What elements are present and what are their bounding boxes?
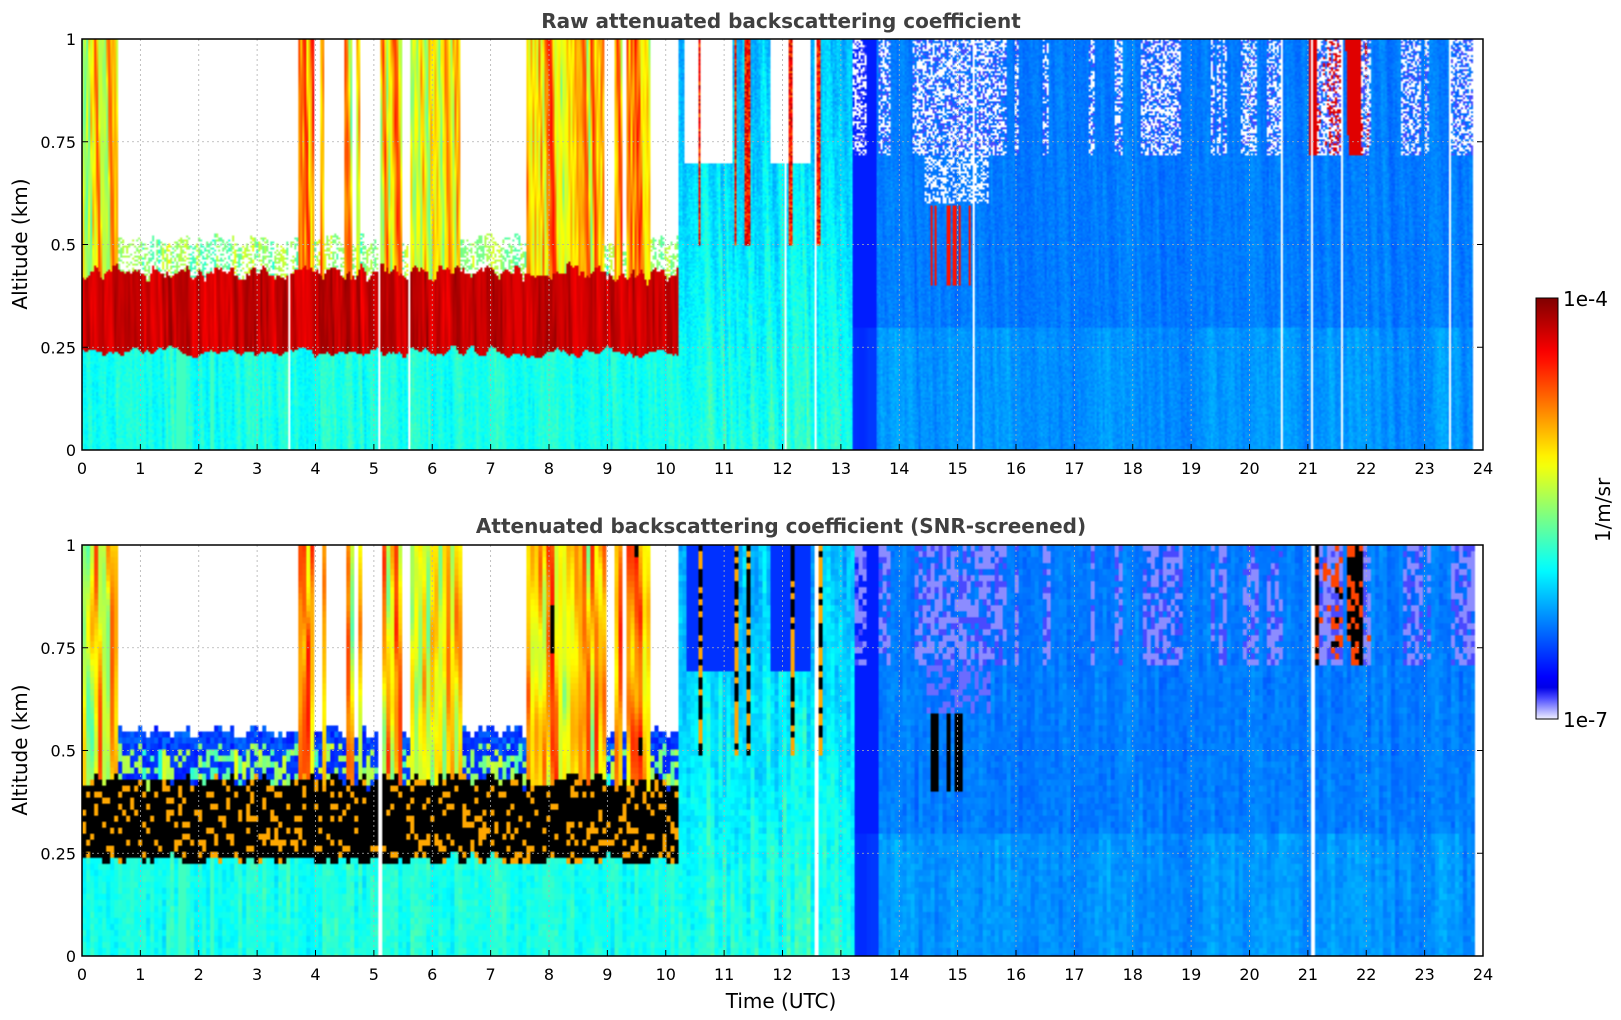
bottom-y-ticks: 0 0.25 0.5 0.75 1 xyxy=(40,536,1483,966)
bottom-x-tick-label: 20 xyxy=(1239,965,1259,984)
top-x-tick-label: 24 xyxy=(1473,459,1493,478)
bottom-x-tick-label: 5 xyxy=(369,965,379,984)
bottom-x-tick-label: 22 xyxy=(1356,965,1376,984)
bottom-x-tick-label: 12 xyxy=(772,965,792,984)
bottom-y-tick-label: 0.25 xyxy=(40,844,76,863)
top-x-tick-label: 1 xyxy=(135,459,145,478)
bottom-x-tick-label: 21 xyxy=(1298,965,1318,984)
bottom-x-tick-label: 10 xyxy=(656,965,676,984)
bottom-x-tick-label: 3 xyxy=(252,965,262,984)
top-x-ticks: 0 1 2 3 4 5 6 7 8 9 10 11 12 13 14 15 16 17 18 19 20 21 22 23 24 xyxy=(77,444,1493,478)
top-x-tick-label: 10 xyxy=(656,459,676,478)
bottom-x-tick-label: 17 xyxy=(1064,965,1084,984)
top-y-tick-label: 0.75 xyxy=(40,133,76,152)
top-x-tick-label: 3 xyxy=(252,459,262,478)
top-x-tick-label: 23 xyxy=(1414,459,1434,478)
colorbar-unit-label: 1/m/sr xyxy=(1591,477,1615,542)
bottom-y-tick-label: 0.5 xyxy=(51,742,76,761)
bottom-x-tick-label: 18 xyxy=(1123,965,1143,984)
top-chart-title: Raw attenuated backscattering coefficien… xyxy=(541,9,1021,33)
top-x-tick-label: 21 xyxy=(1298,459,1318,478)
top-y-tick-label: 0.5 xyxy=(51,236,76,255)
bottom-x-tick-label: 16 xyxy=(1006,965,1026,984)
x-axis-label: Time (UTC) xyxy=(725,989,837,1013)
bottom-x-tick-label: 0 xyxy=(77,965,87,984)
bottom-x-ticks: 0 1 2 3 4 5 6 7 8 9 10 11 12 13 14 15 16 17 18 19 20 21 22 23 24 xyxy=(77,950,1493,984)
top-x-tick-label: 15 xyxy=(947,459,967,478)
top-y-tick-label: 0.25 xyxy=(40,338,76,357)
top-x-tick-label: 22 xyxy=(1356,459,1376,478)
screened-backscatter-panel: Attenuated backscattering coefficient (S… xyxy=(8,514,1493,1013)
bottom-x-tick-label: 19 xyxy=(1181,965,1201,984)
raw-backscatter-panel: Raw attenuated backscattering coefficien… xyxy=(8,9,1493,478)
top-y-axis-label: Altitude (km) xyxy=(8,178,32,309)
bottom-chart-title: Attenuated backscattering coefficient (S… xyxy=(476,514,1086,538)
bottom-y-tick-label: 0 xyxy=(66,947,76,966)
bottom-y-tick-label: 0.75 xyxy=(40,639,76,658)
bottom-x-tick-label: 1 xyxy=(135,965,145,984)
top-x-tick-label: 7 xyxy=(486,459,496,478)
top-y-tick-label: 0 xyxy=(66,441,76,460)
top-y-ticks: 0 0.25 0.5 0.75 1 xyxy=(40,30,1483,460)
top-grid xyxy=(82,39,1483,450)
bottom-x-tick-label: 24 xyxy=(1473,965,1493,984)
bottom-grid xyxy=(82,545,1483,956)
bottom-x-tick-label: 11 xyxy=(714,965,734,984)
top-y-tick-label: 1 xyxy=(66,30,76,49)
top-x-tick-label: 11 xyxy=(714,459,734,478)
top-x-tick-label: 12 xyxy=(772,459,792,478)
bottom-y-tick-label: 1 xyxy=(66,536,76,555)
colorbar: 1e-4 1e-7 1/m/sr xyxy=(1535,287,1615,732)
bottom-x-tick-label: 6 xyxy=(427,965,437,984)
colorbar-gradient xyxy=(1535,297,1559,720)
top-x-tick-label: 0 xyxy=(77,459,87,478)
top-x-tick-label: 9 xyxy=(602,459,612,478)
bottom-x-tick-label: 9 xyxy=(602,965,612,984)
bottom-y-axis-label: Altitude (km) xyxy=(8,684,32,815)
bottom-x-tick-label: 23 xyxy=(1414,965,1434,984)
bottom-x-tick-label: 8 xyxy=(544,965,554,984)
top-x-tick-label: 8 xyxy=(544,459,554,478)
top-x-tick-label: 14 xyxy=(889,459,909,478)
top-x-tick-label: 4 xyxy=(310,459,320,478)
bottom-x-tick-label: 13 xyxy=(831,965,851,984)
bottom-x-tick-label: 7 xyxy=(486,965,496,984)
top-x-tick-label: 19 xyxy=(1181,459,1201,478)
top-x-tick-label: 20 xyxy=(1239,459,1259,478)
colorbar-max-label: 1e-4 xyxy=(1563,287,1608,311)
bottom-x-tick-label: 14 xyxy=(889,965,909,984)
bottom-x-tick-label: 4 xyxy=(310,965,320,984)
top-x-tick-label: 17 xyxy=(1064,459,1084,478)
bottom-x-tick-label: 15 xyxy=(947,965,967,984)
bottom-x-tick-label: 2 xyxy=(194,965,204,984)
top-x-tick-label: 2 xyxy=(194,459,204,478)
top-x-tick-label: 16 xyxy=(1006,459,1026,478)
top-x-tick-label: 13 xyxy=(831,459,851,478)
colorbar-min-label: 1e-7 xyxy=(1563,708,1608,732)
top-x-tick-label: 18 xyxy=(1123,459,1143,478)
top-x-tick-label: 6 xyxy=(427,459,437,478)
top-x-tick-label: 5 xyxy=(369,459,379,478)
